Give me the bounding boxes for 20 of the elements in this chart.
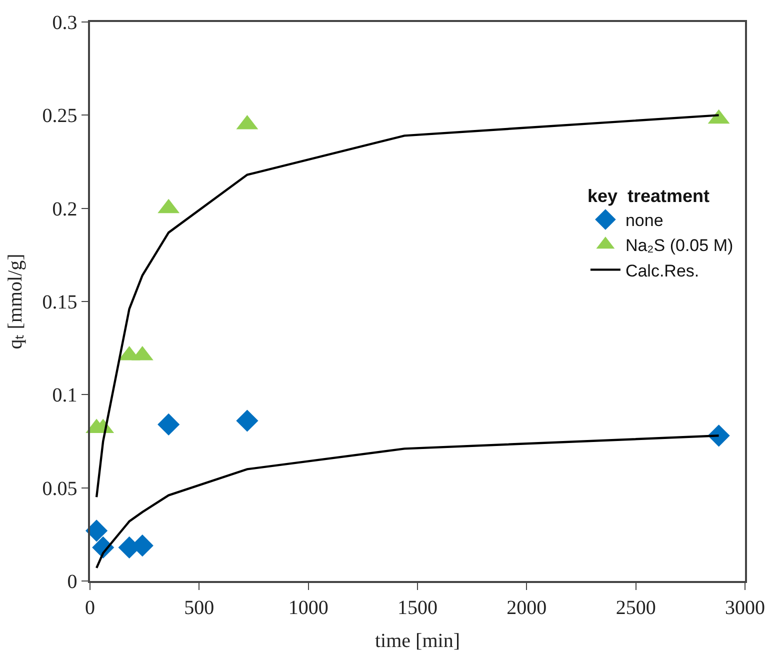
x-tick-label: 3000 (725, 596, 765, 619)
legend-label: Calc.Res. (625, 261, 700, 280)
y-tick-label: 0.2 (52, 198, 78, 220)
y-tick-label: 0.25 (42, 105, 78, 128)
x-axis-title: time [min] (375, 630, 460, 652)
y-tick-label: 0 (67, 571, 78, 593)
x-tick-label: 1000 (288, 596, 328, 619)
legend-title: key treatment (587, 186, 710, 206)
y-tick-label: 0.05 (42, 478, 78, 500)
y-tick-label: 0.15 (42, 292, 78, 314)
x-tick-label: 2500 (616, 596, 656, 619)
x-tick-label: 0 (85, 596, 95, 619)
x-tick-label: 2000 (506, 596, 547, 619)
y-tick-label: 0.3 (52, 12, 78, 34)
y-tick-label: 0.1 (52, 384, 78, 407)
y-axis-title: qₜ [mmol/g] (4, 254, 26, 350)
legend-label: none (625, 211, 664, 230)
legend-label: Na₂S (0.05 M) (625, 236, 734, 256)
x-tick-label: 500 (184, 596, 214, 619)
x-tick-label: 1500 (398, 596, 438, 619)
